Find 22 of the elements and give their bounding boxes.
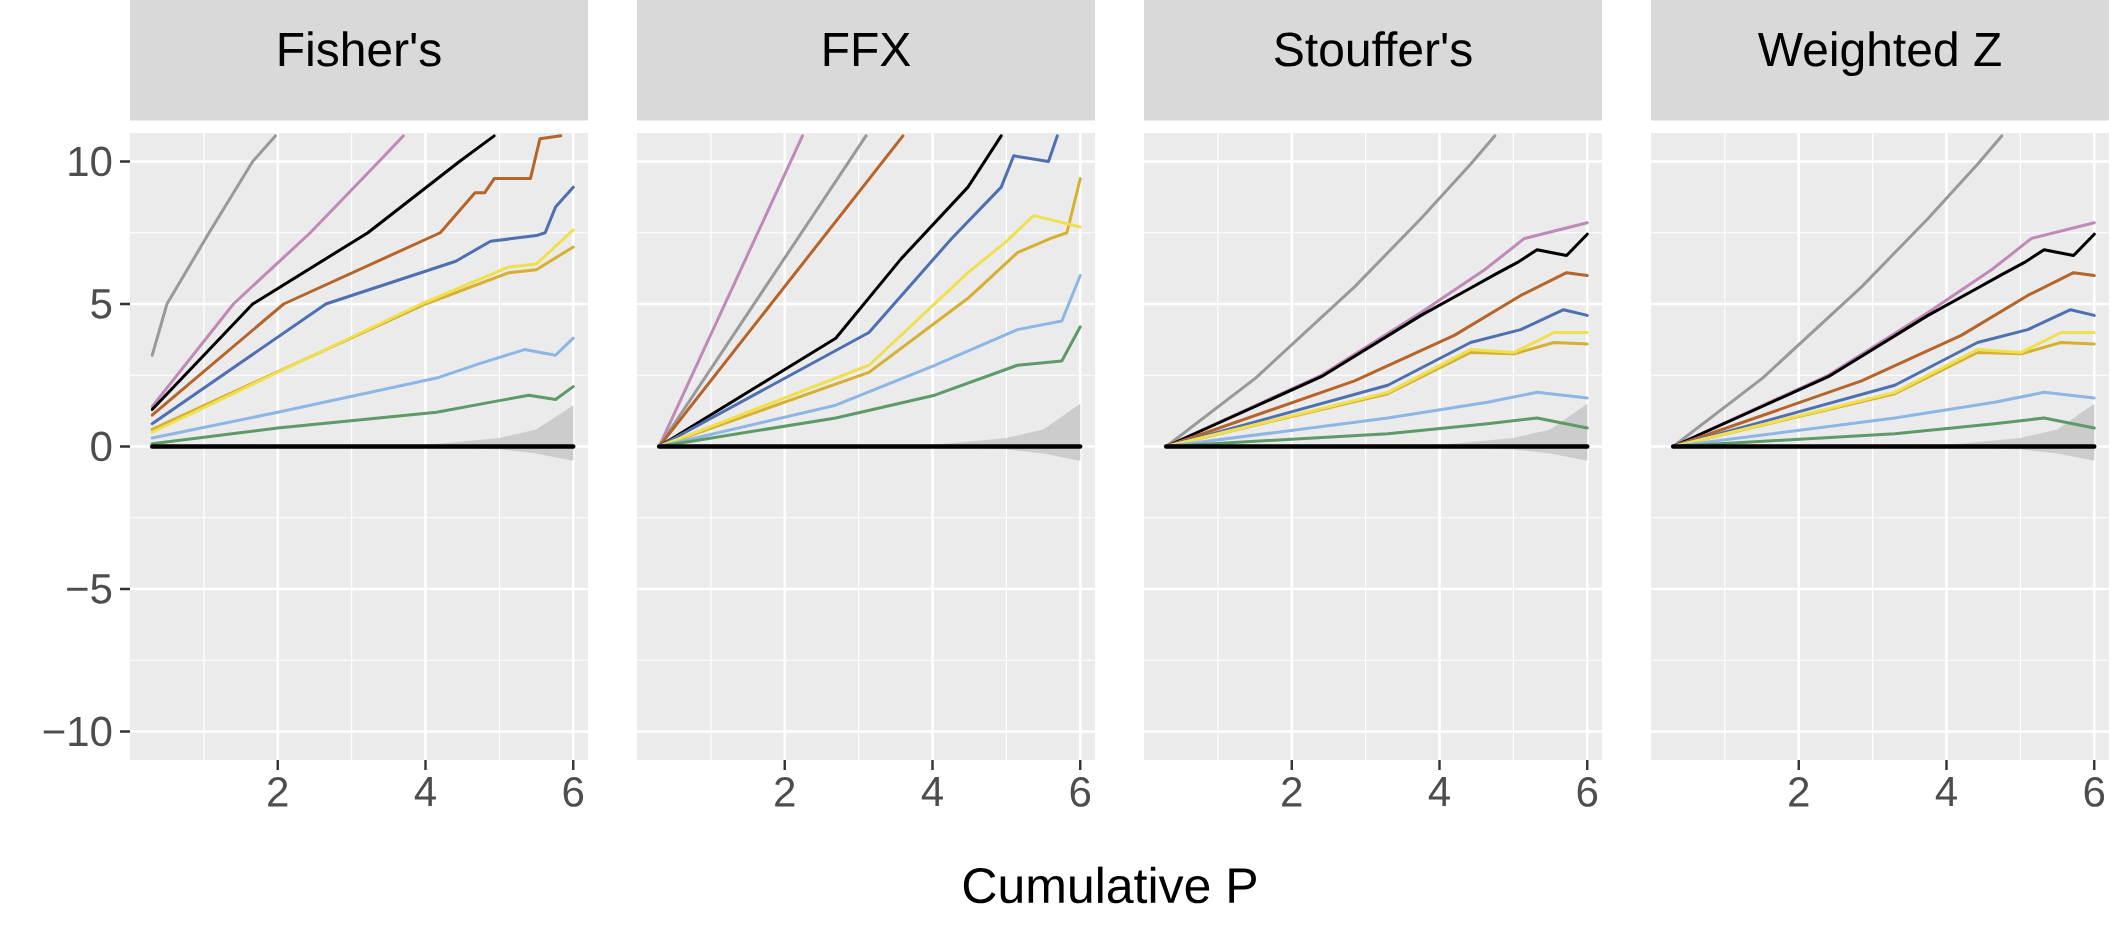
- x-tick-label: 2: [1789, 777, 1809, 807]
- chart-title: FFX: [824, 33, 911, 67]
- x-tick-label: 6: [2084, 777, 2105, 807]
- x-tick-label: 6: [1070, 777, 1091, 807]
- x-tick-label: 6: [1577, 777, 1598, 807]
- x-tick-label: 2: [775, 777, 795, 807]
- x-axis-title: Cumulative P: [963, 866, 1256, 904]
- x-tick-label: 6: [563, 777, 584, 807]
- x-tick-label: 4: [414, 777, 436, 806]
- chart-title: Weighted Z: [1757, 31, 2001, 77]
- x-tick-label: 2: [1282, 777, 1302, 807]
- x-tick-label: 4: [1935, 777, 1957, 806]
- y-tick-label: 10: [69, 146, 112, 177]
- x-tick-label: 2: [268, 777, 288, 807]
- y-tick-label: −5: [67, 574, 112, 604]
- chart-title: Fisher's: [279, 31, 441, 67]
- y-tick-label: 5: [91, 289, 112, 319]
- y-tick-label: 0: [91, 431, 112, 462]
- chart-title: Stouffer's: [1274, 31, 1472, 67]
- x-tick-label: 4: [1428, 777, 1450, 806]
- x-tick-label: 4: [921, 777, 943, 806]
- y-tick-label: −10: [43, 716, 112, 747]
